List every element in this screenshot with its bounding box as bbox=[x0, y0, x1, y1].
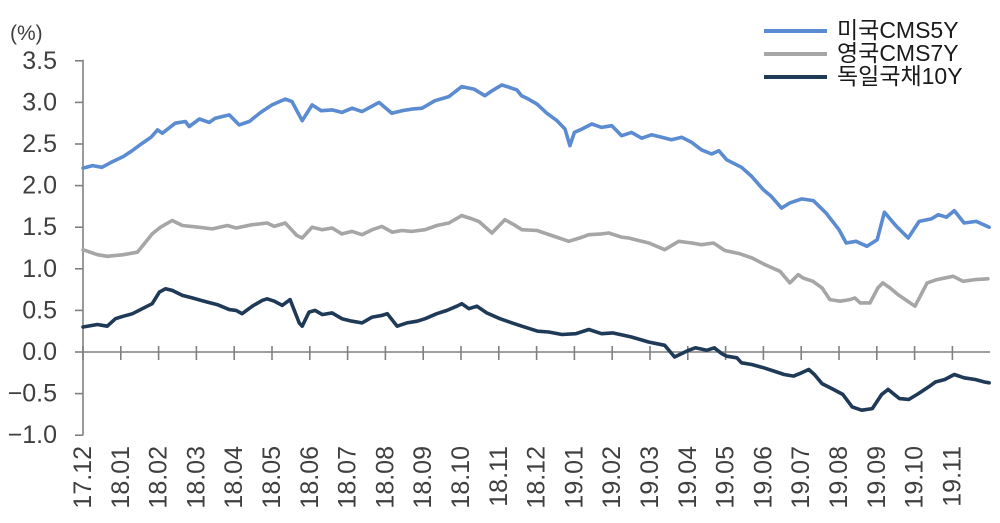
y-axis-tick-label: 2.0 bbox=[22, 172, 57, 200]
series-german-bund-10y bbox=[81, 286, 991, 413]
x-axis-tick-label: 18.05 bbox=[258, 446, 286, 509]
x-axis-tick-label: 18.08 bbox=[371, 446, 399, 509]
y-axis-tick-label: 0.5 bbox=[22, 296, 57, 324]
x-axis-tick-label: 19.10 bbox=[901, 446, 929, 509]
x-axis-tick-label: 17.12 bbox=[69, 446, 97, 509]
x-axis-tick-label: 19.03 bbox=[636, 446, 664, 509]
legend-label-us-cms5y: 미국CMS5Y bbox=[837, 17, 959, 43]
legend-line-us-cms5y bbox=[764, 28, 827, 33]
x-axis-tick-label: 18.02 bbox=[145, 446, 173, 509]
y-axis-tick-label: 3.5 bbox=[22, 47, 57, 75]
x-axis-tick-label: 18.06 bbox=[296, 446, 324, 509]
x-axis-tick-label: 19.04 bbox=[674, 446, 702, 509]
series-uk-cms7y bbox=[81, 213, 990, 309]
y-axis-tick-label: 2.5 bbox=[22, 130, 57, 158]
x-axis-tick-label: 19.05 bbox=[712, 446, 740, 509]
x-axis-tick-label: 19.07 bbox=[787, 446, 815, 509]
x-axis-tick-label: 18.12 bbox=[523, 446, 551, 509]
x-axis-tick-label: 18.10 bbox=[447, 446, 475, 509]
legend: 미국CMS5Y 영국CMS7Y 독일국채10Y bbox=[764, 19, 963, 88]
x-axis-tick-label: 18.04 bbox=[220, 446, 248, 509]
series-us-cms5y bbox=[81, 83, 991, 249]
x-axis-tick-label: 18.09 bbox=[409, 446, 437, 509]
legend-line-german-bund-10y bbox=[764, 74, 827, 79]
x-axis-tick-label: 19.02 bbox=[598, 446, 626, 509]
legend-item-us-cms5y: 미국CMS5Y bbox=[764, 19, 963, 42]
x-axis-tick-label: 19.09 bbox=[863, 446, 891, 509]
x-axis-tick-label: 19.01 bbox=[560, 446, 588, 509]
x-axis-tick-label: 18.07 bbox=[334, 446, 362, 509]
y-axis-tick-label: 3.0 bbox=[22, 88, 57, 116]
y-axis-tick-label: 1.5 bbox=[22, 213, 57, 241]
legend-label-german-bund-10y: 독일국채10Y bbox=[837, 63, 963, 89]
x-axis-tick-label: 18.03 bbox=[182, 446, 210, 509]
y-axis-tick-label: 0.0 bbox=[22, 338, 57, 366]
x-axis-tick-label: 18.11 bbox=[485, 446, 513, 507]
legend-item-german-bund-10y: 독일국채10Y bbox=[764, 65, 963, 88]
x-axis-tick-label: 19.06 bbox=[749, 446, 777, 509]
y-axis-tick-label: 1.0 bbox=[22, 255, 57, 283]
legend-label-uk-cms7y: 영국CMS7Y bbox=[837, 40, 959, 66]
x-axis-tick-label: 19.08 bbox=[825, 446, 853, 509]
y-axis-tick-label: −0.5 bbox=[8, 380, 57, 408]
y-axis-tick-label: −1.0 bbox=[8, 421, 57, 449]
x-axis-tick-label: 19.11 bbox=[938, 446, 966, 507]
y-axis-unit-label: (%) bbox=[10, 22, 43, 45]
legend-line-uk-cms7y bbox=[764, 51, 827, 56]
x-axis-tick-label: 18.01 bbox=[107, 446, 135, 509]
legend-item-uk-cms7y: 영국CMS7Y bbox=[764, 42, 963, 65]
